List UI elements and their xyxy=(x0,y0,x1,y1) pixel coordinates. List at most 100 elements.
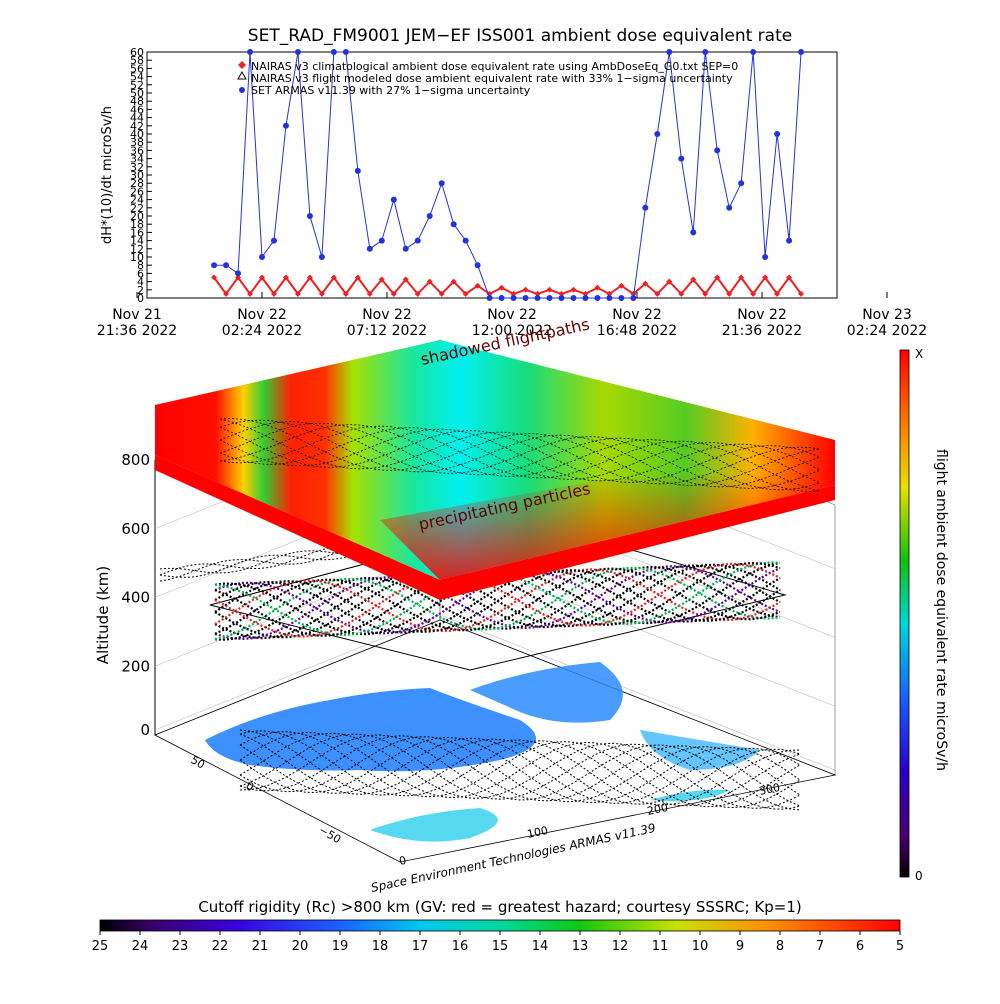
y-tick-label: 22 xyxy=(130,202,144,215)
y-tick-label: 16 xyxy=(130,226,144,239)
rigidity-tick-label: 19 xyxy=(332,939,349,954)
dose-slab xyxy=(155,340,835,600)
data-point xyxy=(750,290,757,297)
data-point xyxy=(522,286,529,293)
x-tick-time: 21:36 2022 xyxy=(722,323,802,339)
x-tick-date: Nov 22 xyxy=(362,307,412,323)
orbit-track xyxy=(214,569,781,633)
rigidity-tick-label: 18 xyxy=(372,939,389,954)
legend-label: NAIRAS v3 climatological ambient dose eq… xyxy=(251,60,738,73)
rigidity-tick-label: 5 xyxy=(896,939,904,954)
data-point xyxy=(247,290,254,297)
y-tick-label: 48 xyxy=(130,95,144,108)
data-point xyxy=(654,290,661,297)
data-point xyxy=(618,295,625,301)
data-point xyxy=(354,274,361,281)
orbit-track xyxy=(214,568,781,633)
data-point xyxy=(510,295,517,301)
data-point xyxy=(498,295,505,301)
orbit-track xyxy=(214,562,781,638)
orbit-track xyxy=(214,567,781,635)
data-point xyxy=(330,49,337,55)
data-point xyxy=(762,274,769,281)
legend-entry-nairas-flight: NAIRAS v3 flight modeled dose ambient eq… xyxy=(237,70,733,85)
rigidity-colorbar: Cutoff rigidity (Rc) >800 km (GV: red = … xyxy=(92,898,904,954)
data-point xyxy=(498,284,505,291)
data-point xyxy=(486,295,493,301)
data-point xyxy=(798,290,805,297)
altitude-tick-label: 0 xyxy=(140,721,150,739)
y-tick-label: 60 xyxy=(130,46,144,59)
data-point xyxy=(402,245,409,252)
orbit-track xyxy=(219,428,821,482)
rigidity-tick-label: 23 xyxy=(172,939,189,954)
data-point xyxy=(426,278,433,285)
data-point xyxy=(714,274,721,281)
data-point xyxy=(642,204,649,211)
data-point xyxy=(798,49,805,55)
y-tick-label: 50 xyxy=(130,87,144,100)
data-point xyxy=(366,245,373,252)
data-point xyxy=(690,276,697,283)
y-tick-label: 26 xyxy=(130,185,144,198)
longitude-tick-label: 300 xyxy=(758,781,781,798)
rigidity-colorbar-label: Cutoff rigidity (Rc) >800 km (GV: red = … xyxy=(198,898,801,916)
dose-colorbar-bottom-label: 0 xyxy=(915,869,923,883)
longitude-tick-label: 100 xyxy=(526,824,549,841)
dose-colorbar-label: flight ambient dose equivalent rate micr… xyxy=(933,449,949,771)
data-point xyxy=(223,290,230,297)
y-tick-label: 28 xyxy=(130,177,144,190)
x-tick-date: Nov 23 xyxy=(862,307,912,323)
rigidity-tick-label: 15 xyxy=(492,939,509,954)
data-point xyxy=(450,278,457,285)
data-point xyxy=(247,49,254,55)
data-point xyxy=(738,180,745,187)
black-triangle-marker xyxy=(237,70,247,80)
data-point xyxy=(354,167,361,174)
longitude-tick-label: 200 xyxy=(646,801,669,818)
legend-entry-nairas-climatological: NAIRAS v3 climatological ambient dose eq… xyxy=(238,60,738,73)
data-point xyxy=(642,280,649,287)
data-point xyxy=(306,274,313,281)
orbit-track xyxy=(239,733,801,805)
y-tick-label: 6 xyxy=(137,267,144,280)
y-tick-label: 24 xyxy=(130,194,144,207)
blue-dot-marker xyxy=(239,87,245,93)
world-map-land xyxy=(205,662,760,842)
orbit-track xyxy=(214,566,781,641)
data-point xyxy=(714,147,721,154)
y-tick-label: 30 xyxy=(130,169,144,182)
rigidity-tick-label: 13 xyxy=(572,939,589,954)
data-point xyxy=(570,286,577,293)
dose-colorbar: X 0 flight ambient dose equivalent rate … xyxy=(899,347,949,883)
y-tick-label: 0 xyxy=(137,292,144,305)
dose-colorbar-top-label: X xyxy=(915,347,923,361)
altitude-gridline xyxy=(154,614,441,731)
data-point xyxy=(750,49,757,55)
rigidity-tick-label: 17 xyxy=(412,939,429,954)
y-tick-label: 46 xyxy=(130,103,144,116)
data-point xyxy=(690,229,697,236)
data-point xyxy=(522,295,529,301)
rigidity-tick-label: 21 xyxy=(252,939,269,954)
orbit-track xyxy=(239,732,801,809)
data-point xyxy=(546,286,553,293)
y-tick-label: 38 xyxy=(130,136,144,149)
y-tick-label: 14 xyxy=(130,235,144,248)
rigidity-tick-label: 14 xyxy=(532,939,549,954)
altitude-tick-label: 600 xyxy=(121,520,150,538)
orbit-track xyxy=(239,734,801,811)
data-point xyxy=(594,284,601,291)
data-point xyxy=(510,290,517,297)
x-tick-date: Nov 22 xyxy=(487,307,537,323)
x-tick-time: 02:24 2022 xyxy=(222,323,302,339)
data-point xyxy=(402,276,409,283)
data-point xyxy=(270,290,277,297)
x-tick-time: 12:00 2022 xyxy=(472,323,552,339)
data-point xyxy=(678,290,685,297)
data-point xyxy=(378,237,385,244)
continent-asia xyxy=(470,662,623,723)
orbit-track xyxy=(219,422,821,491)
rigidity-tick-label: 11 xyxy=(652,939,669,954)
slab-side xyxy=(155,455,835,600)
